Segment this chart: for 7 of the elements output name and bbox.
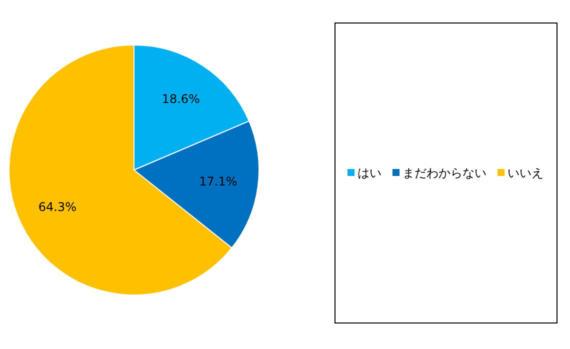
legend-label: はい <box>358 166 382 180</box>
data-label: 18.6% <box>162 92 200 106</box>
data-label: 17.1% <box>199 174 238 188</box>
pie: 18.6% 17.1% 64.3% <box>8 44 260 296</box>
legend-label: いいえ <box>508 166 544 180</box>
data-label: 64.3% <box>38 200 76 214</box>
legend-label: まだわからない <box>402 166 486 180</box>
